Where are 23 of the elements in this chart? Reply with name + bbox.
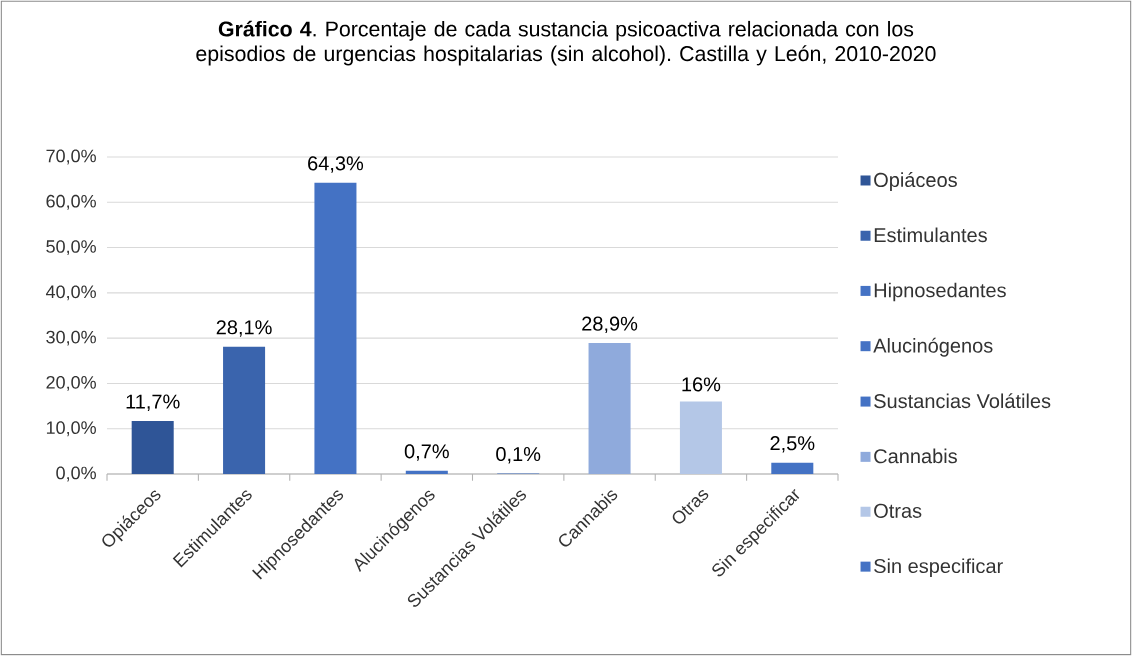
data-label: 2,5%: [770, 436, 815, 453]
data-label: 11,7%: [126, 394, 180, 411]
y-tick-label: 10,0%: [46, 421, 96, 437]
chart-title: Gráfico 4. Porcentaje de cada sustancia psicoactiva relacionada con los episodios de urgencias hospitalarias (sin alcohol). Castilla y León, 2010-2020: [196, 20, 936, 66]
y-tick-label: 40,0%: [45, 285, 96, 301]
y-tick-label: 20,0%: [46, 375, 96, 391]
y-tick-label: 70,0%: [46, 149, 96, 165]
data-label: 0,7%: [404, 444, 449, 461]
y-tick-label: 0,0%: [56, 466, 96, 482]
legend-label: Cannabis: [874, 448, 957, 464]
data-label: 0,1%: [496, 446, 541, 464]
data-label: 16%: [682, 377, 721, 392]
legend-label: Alucinógenos: [873, 337, 993, 357]
data-label: 64,3%: [308, 156, 364, 173]
legend-label: Estimulantes: [874, 227, 987, 243]
data-label: 28,9%: [582, 316, 638, 334]
legend-label: Hipnosedantes: [874, 282, 1006, 302]
y-tick-label: 30,0%: [46, 330, 96, 346]
y-tick-label: 50,0%: [46, 240, 96, 255]
legend-label: Opiáceos: [874, 172, 957, 191]
data-label: 28,1%: [216, 320, 272, 337]
legend-label: Sustancias Volátiles: [874, 393, 1051, 409]
y-tick-label: 60,0%: [46, 194, 96, 210]
